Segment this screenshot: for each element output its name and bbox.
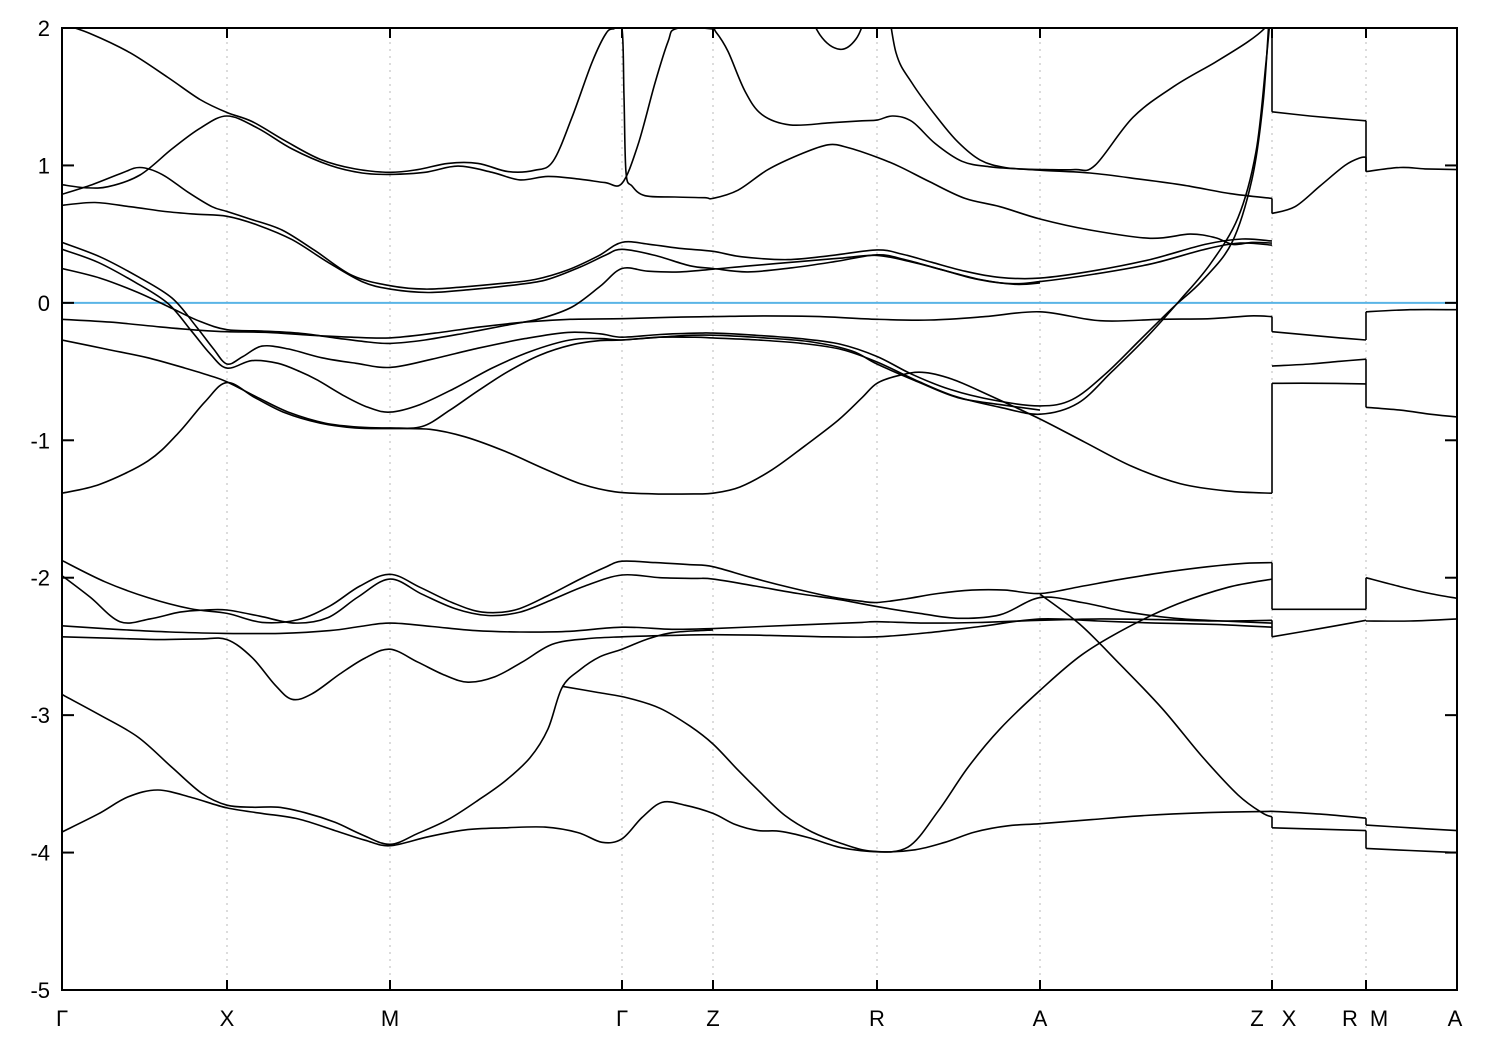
x-axis-label: M bbox=[1370, 1006, 1388, 1031]
band-curve-band-a-desc bbox=[1039, 593, 1273, 818]
band-curve-band-flat-2 bbox=[62, 618, 1273, 635]
band-curve-band-s1 bbox=[62, 166, 1273, 290]
y-axis-label: -5 bbox=[30, 978, 50, 1003]
band-curve-band-h2 bbox=[62, 573, 1273, 624]
y-axis-label: 0 bbox=[38, 291, 50, 316]
band-curve-band-d1 bbox=[62, 629, 714, 846]
x-axis-label: M bbox=[381, 1006, 399, 1031]
tick-group bbox=[61, 27, 1458, 991]
band-curve-band-v-weave-1 bbox=[62, 28, 1270, 407]
band-curve-xr-7 bbox=[1271, 619, 1367, 638]
band-curve-xr-5 bbox=[1271, 382, 1367, 385]
band-curve-xr-9 bbox=[1271, 827, 1367, 832]
band-group bbox=[62, 28, 1457, 854]
x-axis-label: Z bbox=[706, 1006, 719, 1031]
band-curve-band-flat-fermi bbox=[62, 310, 1273, 339]
x-axis-label: Γ bbox=[616, 1006, 628, 1031]
band-curve-band-g bbox=[62, 254, 1041, 345]
band-curve-band-h1 bbox=[62, 559, 1273, 624]
band-curve-band-f2 bbox=[62, 334, 1041, 430]
y-axis-label: -2 bbox=[30, 566, 50, 591]
y-axis-labels: 2 1 0 -1 -2 -3 -4 -5 bbox=[30, 16, 50, 1003]
band-curve-band-d2 bbox=[62, 789, 1273, 853]
band-curve-ma-6 bbox=[1365, 824, 1457, 832]
x-axis-label: R bbox=[1342, 1006, 1358, 1031]
band-curve-ma-2 bbox=[1365, 308, 1457, 313]
y-axis-label: 1 bbox=[38, 153, 50, 178]
x-axis-label: R bbox=[869, 1006, 885, 1031]
band-curve-ma-1 bbox=[1365, 166, 1457, 173]
band-curve-xr-2 bbox=[1271, 156, 1367, 215]
band-curve-band-e1-low bbox=[561, 578, 1273, 853]
x-axis-label: Z bbox=[1250, 1006, 1263, 1031]
band-curve-band-vdip bbox=[62, 617, 1273, 701]
band-curve-band-u-dip-sag bbox=[814, 28, 1273, 200]
x-axis-label: Γ bbox=[56, 1006, 68, 1031]
band-curve-xr-4 bbox=[1271, 358, 1367, 367]
x-axis-label: A bbox=[1448, 1006, 1463, 1031]
y-axis-label: -3 bbox=[30, 703, 50, 728]
y-axis-label: 2 bbox=[38, 16, 50, 41]
band-curve-xr-3 bbox=[1271, 330, 1367, 341]
y-axis-label: -1 bbox=[30, 428, 50, 453]
x-axis-label: X bbox=[220, 1006, 235, 1031]
band-curve-ma-3 bbox=[1365, 406, 1457, 418]
y-axis-label: -4 bbox=[30, 841, 50, 866]
plot-border bbox=[61, 27, 1458, 991]
band-curve-band-v1-deep bbox=[62, 371, 1273, 495]
band-curve-band-wavy-riser bbox=[62, 28, 1267, 189]
band-curve-ma-5 bbox=[1365, 618, 1457, 622]
x-axis-label: A bbox=[1033, 1006, 1048, 1031]
x-axis-label: X bbox=[1282, 1006, 1297, 1031]
band-curve-xr-8 bbox=[1271, 810, 1367, 819]
band-curve-xr-1 bbox=[1271, 111, 1367, 122]
band-curve-ma-4 bbox=[1365, 576, 1457, 600]
band-curve-band-top-hump bbox=[72, 28, 1273, 246]
